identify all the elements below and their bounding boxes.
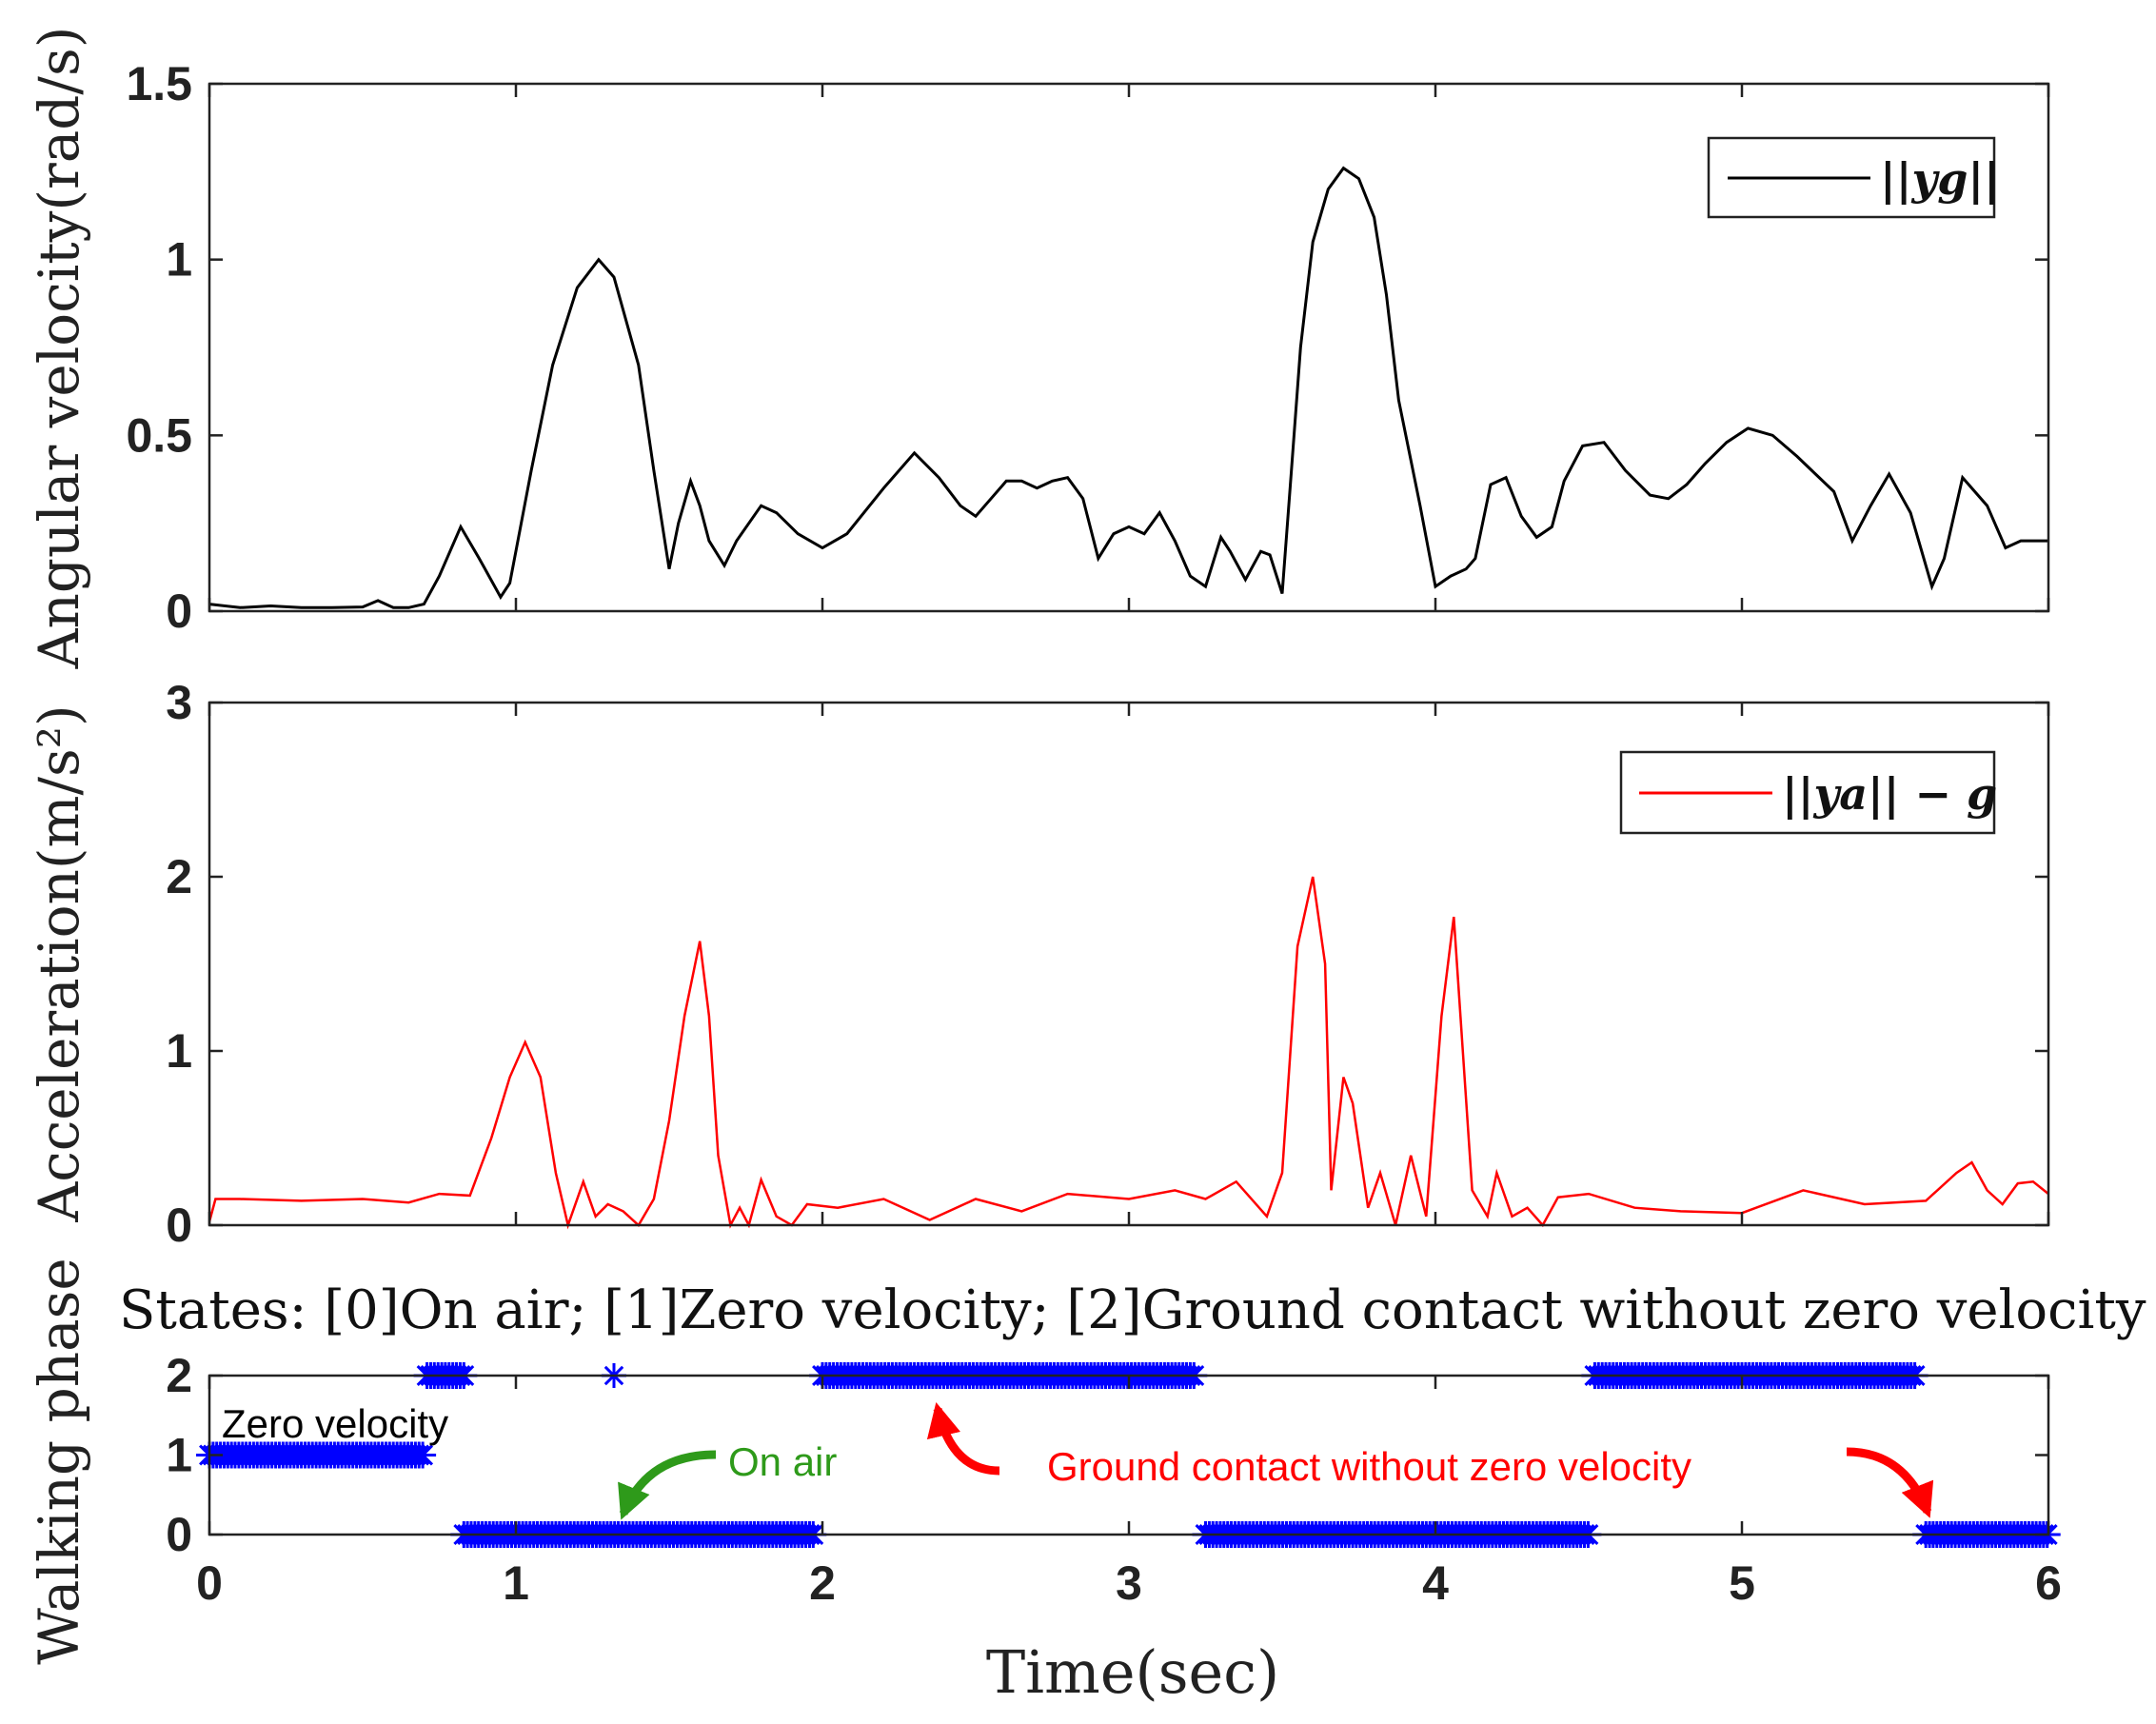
gyro-panel: 0 0.5 1 1.5 Angular velocity(rad/s) ||yg|| xyxy=(27,27,2050,670)
gyro-legend-label: ||yg|| xyxy=(1880,153,2000,205)
gyro-ytick-label: 1.5 xyxy=(126,57,192,110)
phase-xtick-label: 1 xyxy=(503,1556,529,1610)
phase-ytick-label: 2 xyxy=(166,1349,192,1402)
phase-xtick-label: 0 xyxy=(196,1556,223,1610)
accel-ytick-label: 0 xyxy=(166,1199,192,1252)
gyro-series-line xyxy=(208,166,2048,609)
phase-xtick-label: 2 xyxy=(809,1556,836,1610)
accel-ytick-label: 1 xyxy=(166,1024,192,1078)
gyro-legend: ||yg|| xyxy=(1707,136,2000,219)
phase-marker xyxy=(409,1441,437,1469)
phase-title: States: [0]On air; [1]Zero velocity; [2]… xyxy=(119,1279,2146,1341)
annotation-zero-velocity: Zero velocity xyxy=(222,1401,448,1446)
accel-ylabel: Acceleration(m/s²) xyxy=(27,704,91,1222)
phase-xtick-label: 3 xyxy=(1116,1556,1142,1610)
accel-legend: ||ya|| − g xyxy=(1619,750,1997,835)
phase-xtick-label: 4 xyxy=(1422,1556,1449,1610)
gyro-ytick-label: 0 xyxy=(166,585,192,638)
phase-ylabel: Walking phase xyxy=(27,1258,91,1664)
phase-ytick-label: 0 xyxy=(166,1508,192,1561)
gyro-ytick-label: 1 xyxy=(166,233,192,287)
phase-xtick-label: 5 xyxy=(1729,1556,1755,1610)
accel-series-line xyxy=(208,876,2049,1230)
annotation-on-air-arrow xyxy=(618,1450,717,1520)
accel-ytick-label: 3 xyxy=(166,676,192,729)
gyro-ylabel: Angular velocity(rad/s) xyxy=(27,27,91,670)
phase-ytick-label: 1 xyxy=(166,1429,192,1482)
accel-legend-label: ||ya|| − g xyxy=(1782,768,1997,820)
accel-ytick-label: 2 xyxy=(166,850,192,903)
annotation-ground-contact: Ground contact without zero velocity xyxy=(1047,1444,1691,1489)
annotation-on-air: On air xyxy=(728,1439,837,1484)
annotation-ground-arrow-left xyxy=(926,1401,1000,1476)
gyro-ytick-label: 0.5 xyxy=(126,408,192,462)
phase-xtick-label: 6 xyxy=(2035,1556,2062,1610)
annotation-ground-arrow-right xyxy=(1846,1447,1934,1518)
accel-panel: 0 1 2 3 Acceleration(m/s²) ||ya|| − g xyxy=(27,676,2050,1252)
phase-xlabel: Time(sec) xyxy=(986,1637,1279,1707)
phase-panel: States: [0]On air; [1]Zero velocity; [2]… xyxy=(27,1258,2146,1707)
phase-markers xyxy=(196,1362,2061,1548)
